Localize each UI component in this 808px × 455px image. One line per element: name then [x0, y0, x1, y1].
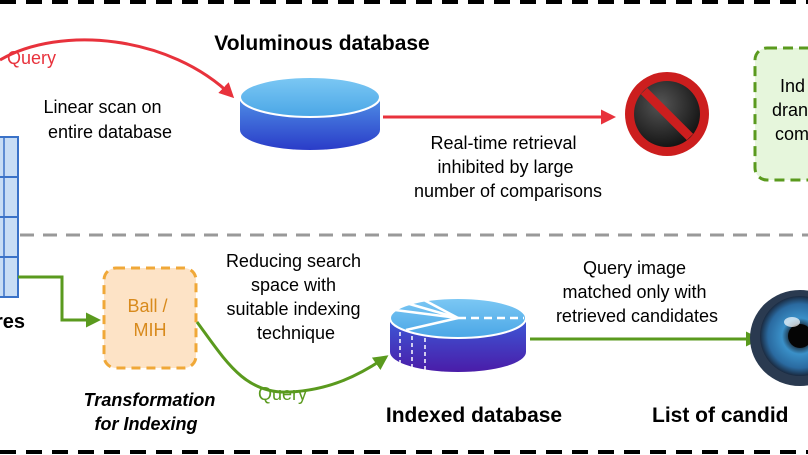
eye-image: [750, 290, 808, 386]
bottom-query-arrow: [195, 321, 389, 394]
voluminous-db-icon: [239, 76, 381, 150]
right-note-box: [753, 46, 808, 182]
features-label: res: [0, 311, 25, 333]
indexed-db-title: Indexed database: [386, 404, 562, 427]
feature-grid: [0, 136, 19, 298]
features-to-index-arrow: [18, 275, 101, 328]
top-query-arrow: [0, 38, 235, 99]
bottom-query-label: Query: [258, 384, 307, 404]
reducing-text: Reducing search space with suitable inde…: [226, 251, 366, 343]
candidates-title: List of candid: [652, 404, 789, 427]
transformation-label: Transformation for Indexing: [84, 390, 221, 434]
realtime-text: Real-time retrieval inhibited by large n…: [414, 133, 602, 201]
linear-scan-text: Linear scan on entire database: [43, 97, 172, 142]
voluminous-db-title: Voluminous database: [214, 32, 430, 55]
ball-mih-label: Ball / MIH: [127, 296, 172, 340]
indexed-db-icon: [389, 297, 527, 372]
right-note-text: Ind dran com: [772, 76, 808, 144]
ball-mih-box: [102, 266, 198, 370]
prohibited-icon: [625, 72, 709, 156]
top-query-label: Query: [7, 48, 56, 68]
matched-text: Query image matched only with retrieved …: [556, 258, 718, 326]
